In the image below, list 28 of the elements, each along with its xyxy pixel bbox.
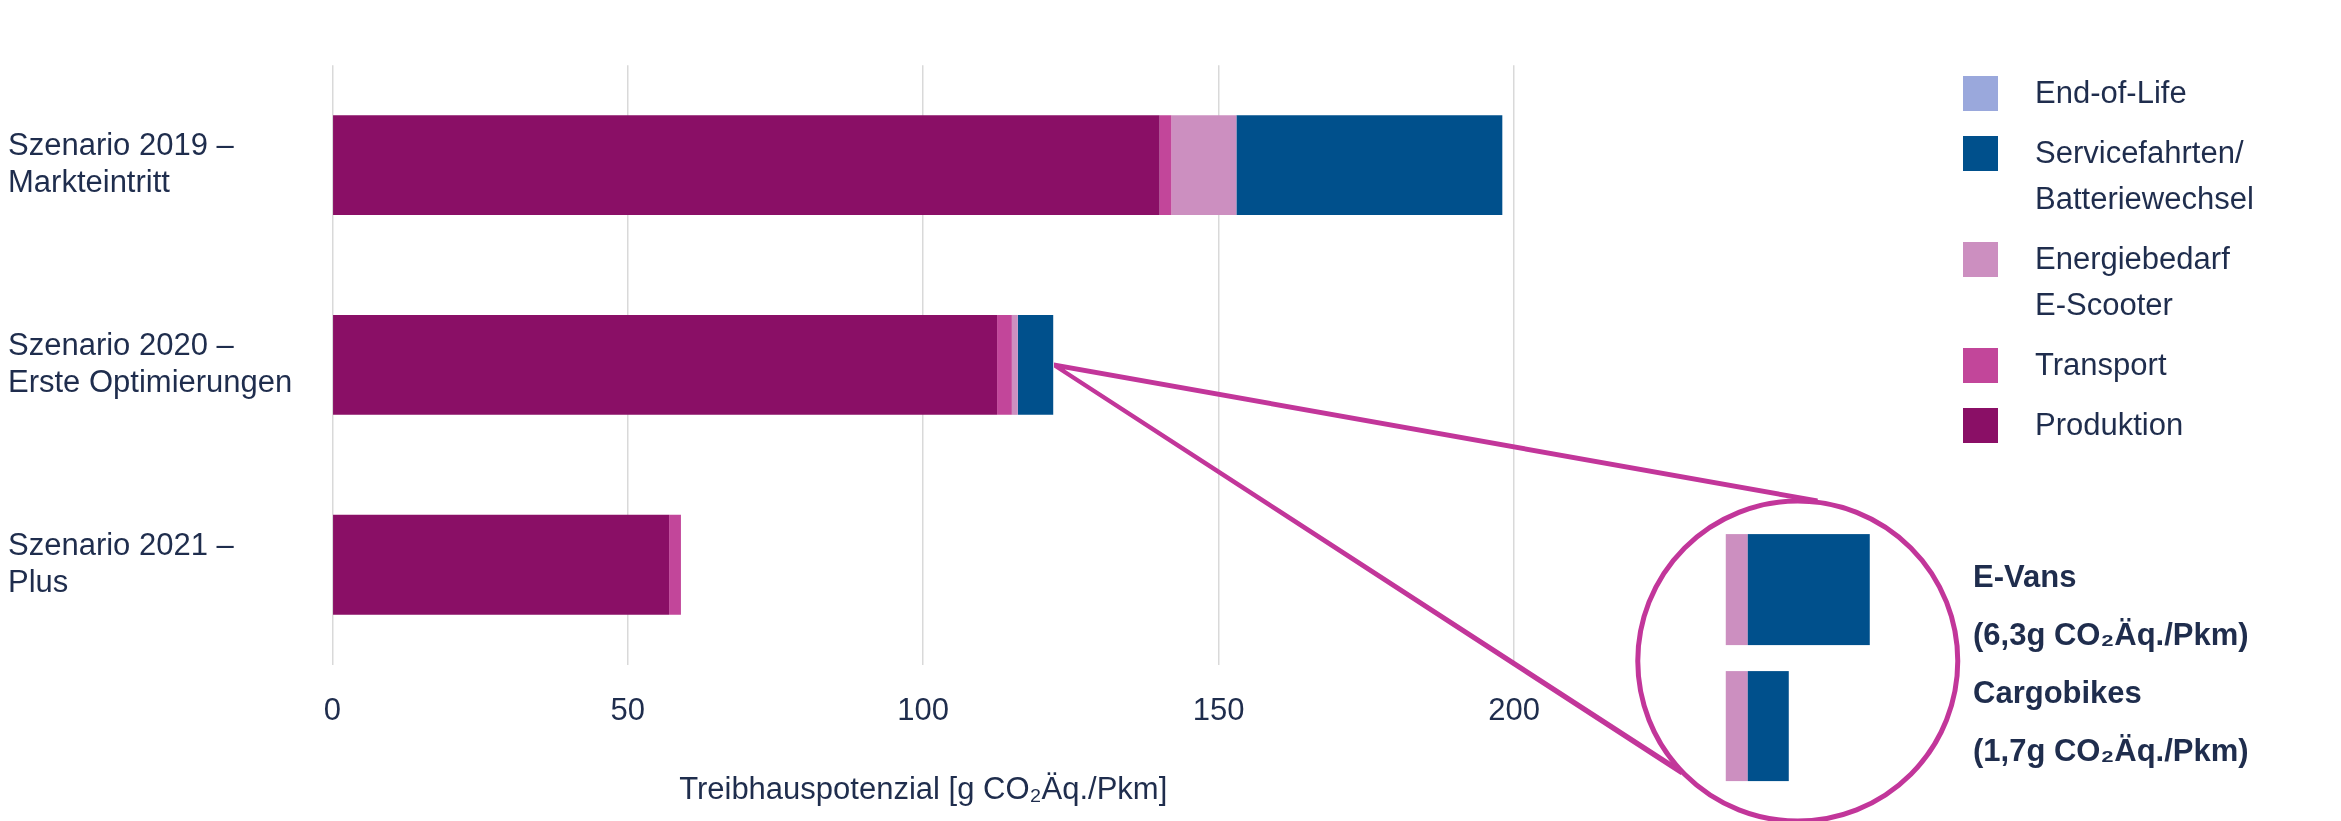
x-tick-label: 200 <box>1488 691 1541 727</box>
text: E-Vans <box>1973 558 2078 596</box>
legend-label: Servicefahrten/Batteriewechsel <box>2035 134 2255 218</box>
bar <box>669 514 681 615</box>
legend-label: Transport <box>2035 346 2168 384</box>
text: (1,7g CO₂Äq./Pkm) <box>1973 732 2249 770</box>
x-axis-title: Treibhauspotenzial [g CO₂Äq./Pkm] <box>679 770 1168 806</box>
x-tick-label: 0 <box>323 691 341 727</box>
bar <box>1159 115 1172 216</box>
bar <box>1236 115 1503 216</box>
y-tick-label: Szenario 2019 – Markteintritt <box>8 127 235 200</box>
legend-label: End-of-Life <box>2035 74 2188 112</box>
legend-label: Energiebedarf E-Scooter <box>2035 240 2231 324</box>
bar <box>333 115 1160 216</box>
bar <box>333 314 998 415</box>
bar <box>1011 314 1018 415</box>
bar <box>997 314 1012 415</box>
legend-label: Produktion <box>2035 406 2185 444</box>
x-tick-label: 50 <box>610 691 645 727</box>
bar <box>1171 115 1237 216</box>
y-tick-label: Szenario 2021 – Plus <box>8 526 235 599</box>
bar <box>1017 314 1054 415</box>
bar <box>333 514 670 615</box>
x-tick-label: 100 <box>897 691 950 727</box>
text: (6,3g CO₂Äq./Pkm) <box>1973 616 2249 654</box>
y-tick-label: Szenario 2020 – Erste Optimierungen <box>8 326 293 400</box>
text: Cargobikes <box>1973 674 2143 712</box>
x-tick-label: 150 <box>1192 691 1245 727</box>
